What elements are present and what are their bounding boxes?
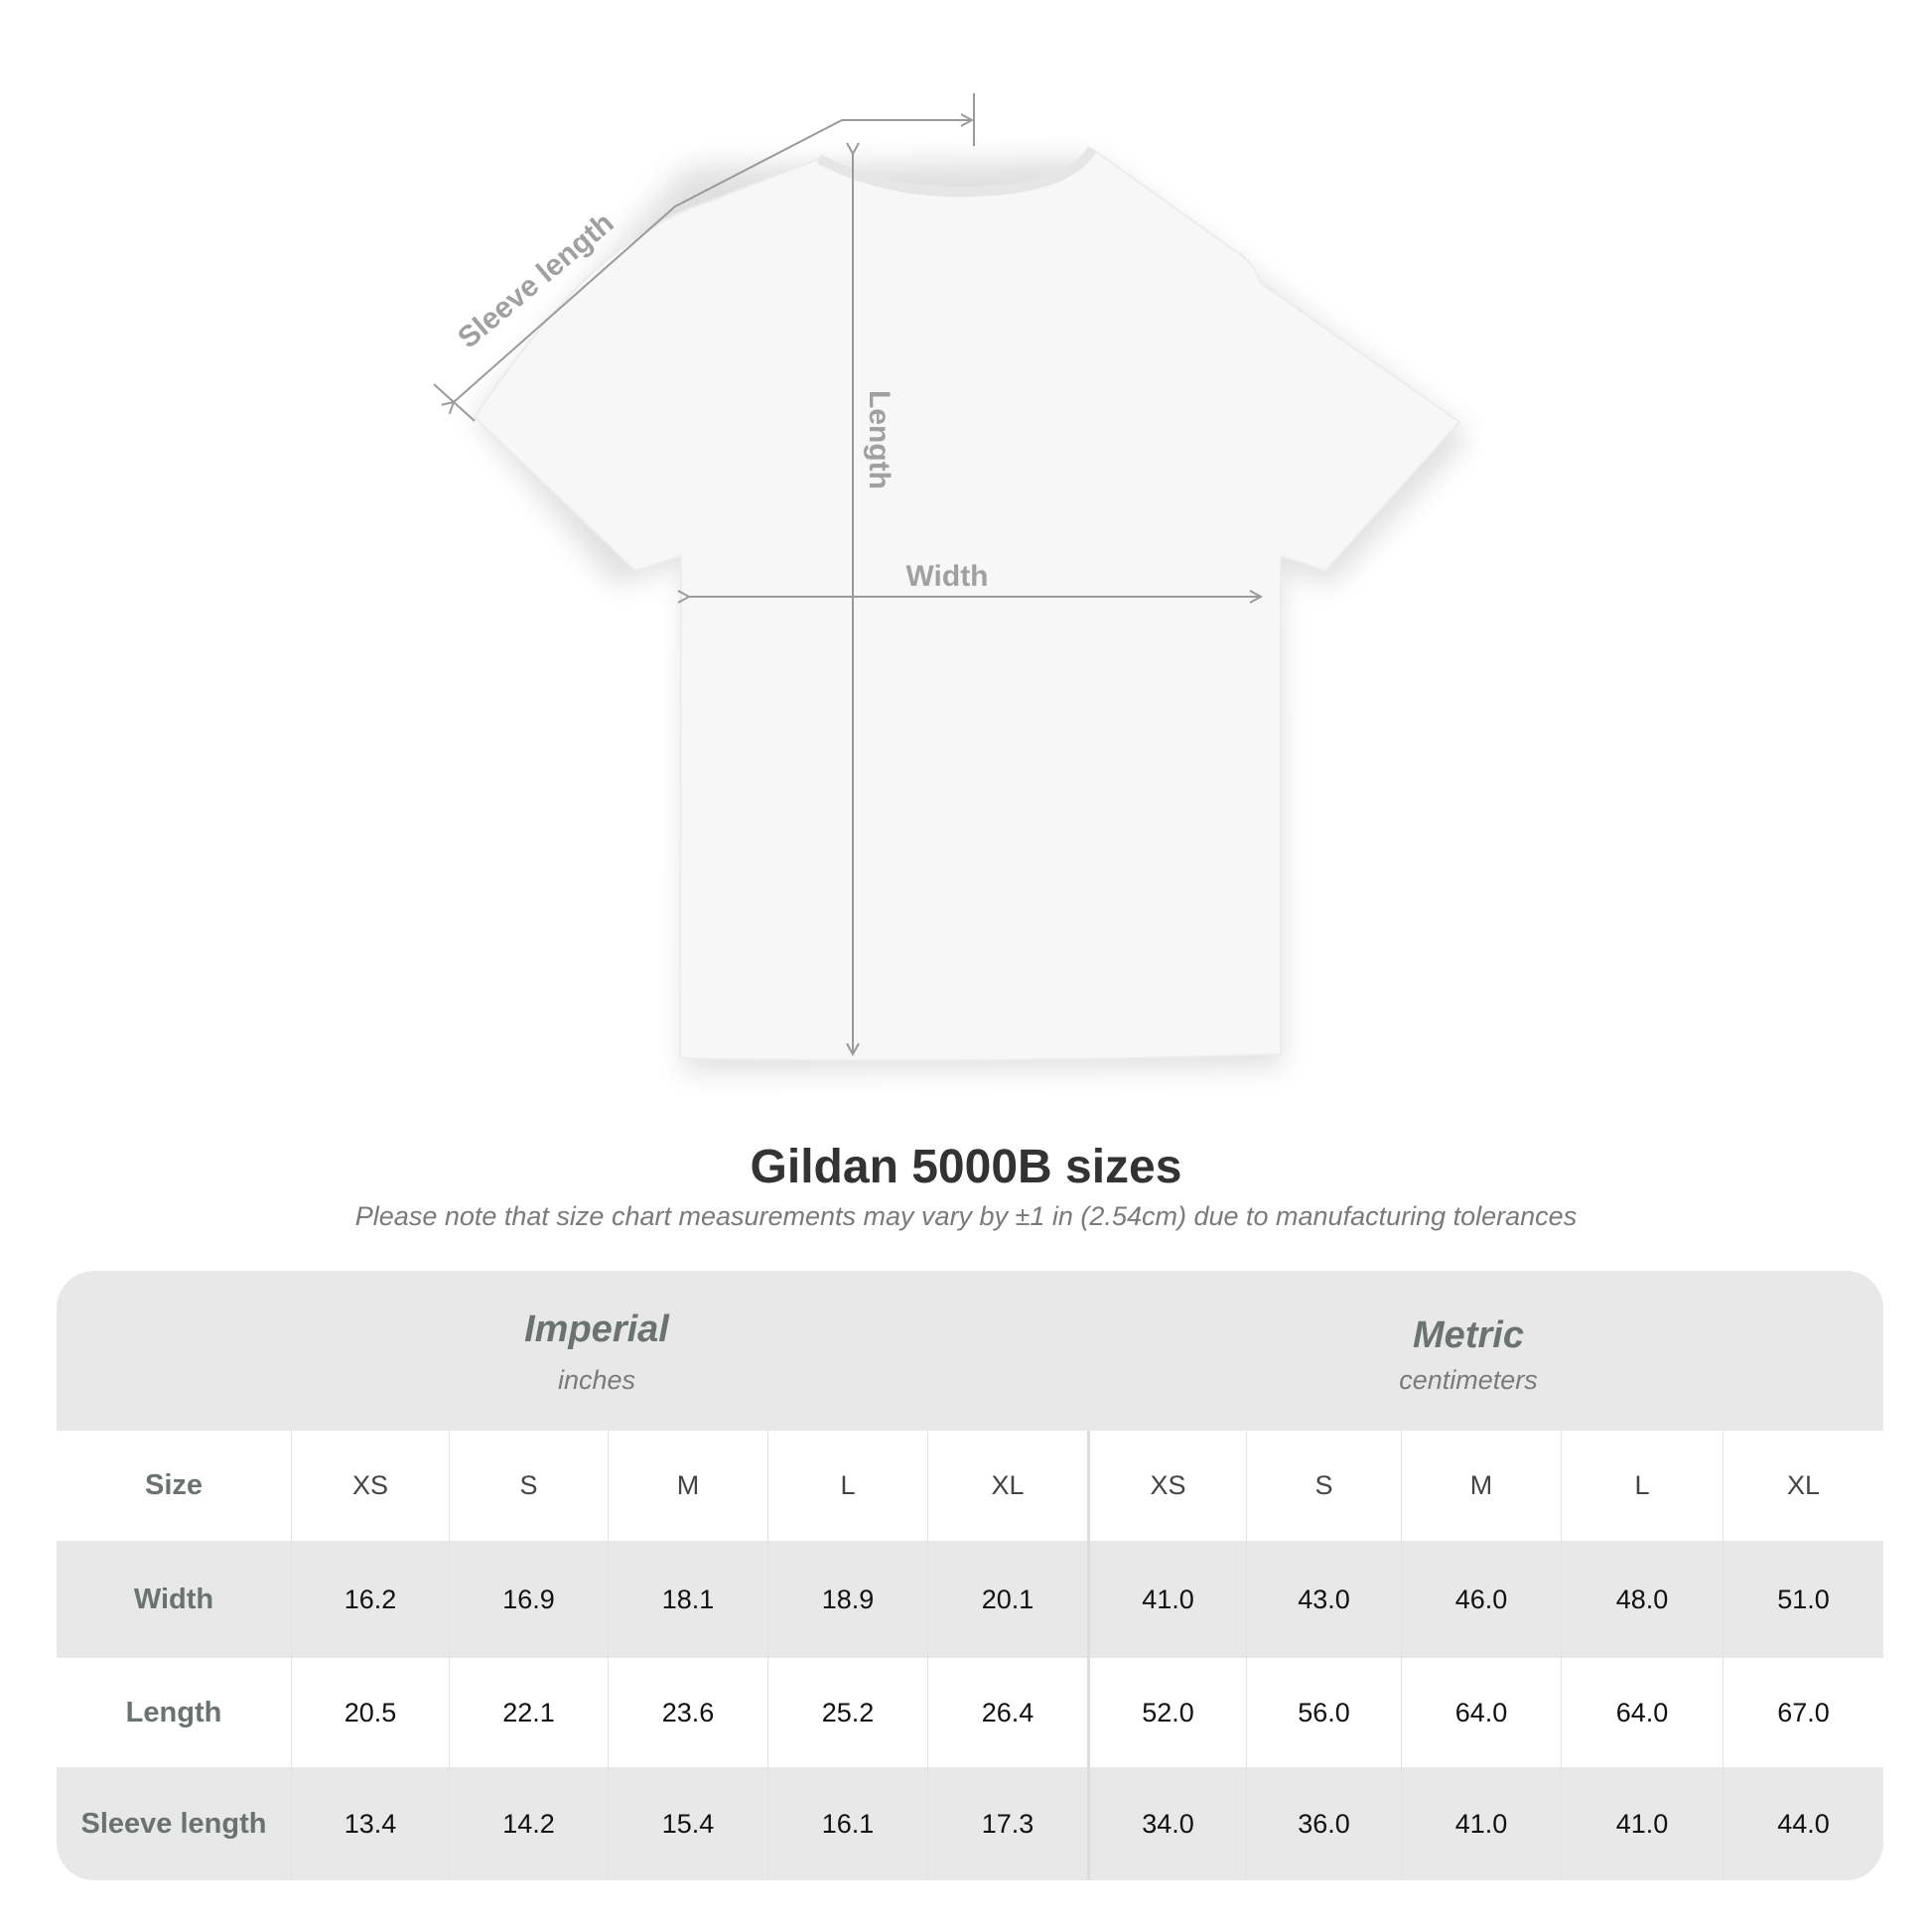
size-header-metric-m: M [1401, 1431, 1561, 1541]
size-header-imperial-l: L [767, 1431, 927, 1541]
size-header-label: Size [144, 1469, 204, 1501]
table-cell: 67.0 [1723, 1658, 1883, 1767]
page-title: Gildan 5000B sizes [750, 1141, 1182, 1193]
size-table: Imperial inches Metric centimeters Size X… [57, 1271, 1883, 1880]
table-cell: 44.0 [1723, 1767, 1883, 1880]
row-label: Length [125, 1696, 222, 1728]
table-cell: 16.9 [449, 1541, 608, 1658]
metric-label: Metric [1413, 1314, 1524, 1356]
table-cell: 41.0 [1561, 1767, 1723, 1880]
table-row: Width 16.2 16.9 18.1 18.9 20.1 41.0 43.0 46.0 48.… [57, 1541, 1883, 1658]
row-label: Width [133, 1583, 214, 1615]
table-cell: 56.0 [1246, 1658, 1401, 1767]
metric-unit: centimeters [1399, 1365, 1538, 1395]
table-cell: 14.2 [449, 1767, 608, 1880]
table-cell: 36.0 [1246, 1767, 1401, 1880]
size-header-metric-xs: XS [1087, 1431, 1246, 1541]
table-cell: 20.5 [291, 1658, 449, 1767]
imperial-group: Imperial inches [448, 1309, 746, 1396]
size-header-imperial-xl: XL [927, 1431, 1087, 1541]
table-cell: 48.0 [1561, 1541, 1723, 1658]
tshirt-shape [473, 147, 1461, 1062]
size-header-metric-s: S [1246, 1431, 1401, 1541]
table-cell: 22.1 [449, 1658, 608, 1767]
table-cell: 34.0 [1087, 1767, 1246, 1880]
imperial-label: Imperial [524, 1309, 669, 1350]
tshirt-measurement-diagram: Sleeve length Length Width [433, 93, 1469, 1072]
size-header-metric-xl: XL [1723, 1431, 1883, 1541]
table-cell: 43.0 [1246, 1541, 1401, 1658]
width-label: Width [905, 560, 988, 593]
size-header-metric-l: L [1561, 1431, 1723, 1541]
table-cell: 23.6 [608, 1658, 767, 1767]
size-header-imperial-s: S [449, 1431, 608, 1541]
table-cell: 41.0 [1087, 1541, 1246, 1658]
table-cell: 15.4 [608, 1767, 767, 1880]
table-cell: 64.0 [1561, 1658, 1723, 1767]
table-row: Length 20.5 22.1 23.6 25.2 26.4 52.0 56.0 64.0 64… [57, 1658, 1883, 1767]
table-cell: 64.0 [1401, 1658, 1561, 1767]
table-cell: 26.4 [927, 1658, 1087, 1767]
size-header-row: Size XS S M L XL XS S M L XL [57, 1431, 1883, 1541]
table-cell: 25.2 [767, 1658, 927, 1767]
unit-header: Imperial inches Metric centimeters [57, 1271, 1883, 1431]
table-cell: 18.9 [767, 1541, 927, 1658]
table-cell: 51.0 [1723, 1541, 1883, 1658]
sleeve-length-arrow [454, 120, 972, 402]
table-cell: 41.0 [1401, 1767, 1561, 1880]
table-cell: 52.0 [1087, 1658, 1246, 1767]
table-cell: 18.1 [608, 1541, 767, 1658]
tolerance-note: Please note that size chart measurements… [354, 1201, 1578, 1231]
table-cell: 16.1 [767, 1767, 927, 1880]
table-cell: 20.1 [927, 1541, 1087, 1658]
table-cell: 16.2 [291, 1541, 449, 1658]
table-cell: 13.4 [291, 1767, 449, 1880]
metric-group: Metric centimeters [1319, 1314, 1617, 1396]
table-cell: 46.0 [1401, 1541, 1561, 1658]
table-cell: 17.3 [927, 1767, 1087, 1880]
length-label: Length [863, 390, 896, 489]
row-label: Sleeve length [80, 1807, 267, 1840]
size-header-imperial-m: M [608, 1431, 767, 1541]
table-row: Sleeve length 13.4 14.2 15.4 16.1 17.3 34.0 36.… [57, 1767, 1883, 1880]
imperial-unit: inches [557, 1365, 636, 1395]
size-header-imperial-xs: XS [291, 1431, 449, 1541]
